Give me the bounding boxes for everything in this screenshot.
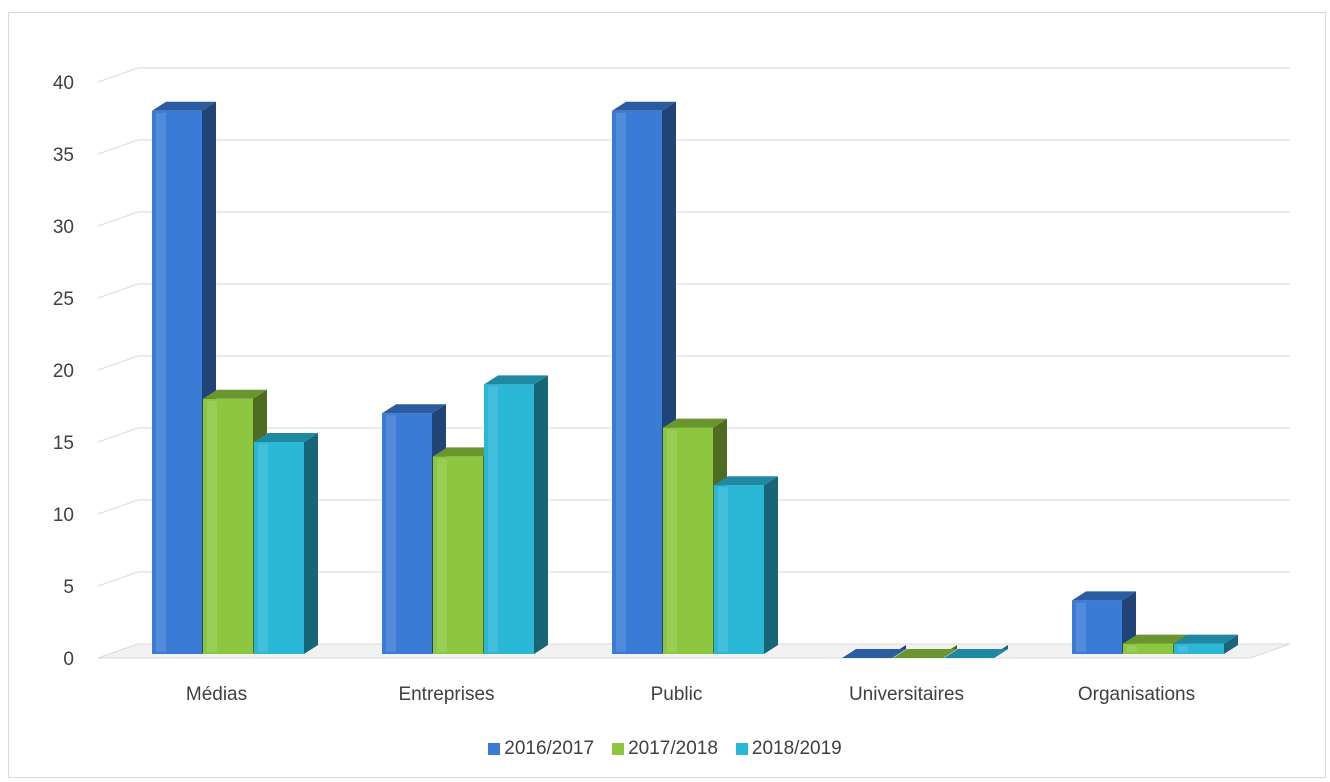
bar-highlight [207, 400, 217, 652]
legend-item: 2016/2017 [488, 738, 594, 760]
bar-top [203, 389, 267, 399]
bar-front [254, 442, 304, 654]
bar-3-2 [944, 645, 1008, 658]
bar-top [893, 649, 957, 658]
bar-highlight [616, 112, 626, 653]
bar-3-1 [893, 645, 957, 658]
bar-4-2 [1174, 634, 1238, 654]
bar-highlight [1178, 645, 1188, 652]
y-tick-label: 10 [53, 505, 74, 526]
bar-top [382, 404, 446, 414]
bar-1-2 [484, 375, 548, 654]
bar-highlight [386, 415, 396, 652]
gridline-side [97, 427, 139, 443]
y-tick-label: 20 [53, 361, 74, 382]
bar-0-2 [254, 433, 318, 654]
y-tick-label: 15 [53, 433, 74, 454]
gridline-side [97, 67, 139, 83]
bar-front [714, 485, 764, 654]
bar-top [484, 375, 548, 385]
x-tick-label: Entreprises [398, 684, 494, 705]
gridline-side [97, 571, 139, 587]
bar-2-2 [714, 476, 778, 654]
gridline-side [97, 139, 139, 155]
bar-side [534, 375, 548, 654]
bar-front [663, 427, 713, 654]
bar-front [484, 384, 534, 654]
bar-highlight [258, 444, 268, 652]
bar-top [714, 476, 778, 486]
bar-top [1072, 591, 1136, 601]
bar-top [842, 649, 906, 658]
bar-front [612, 110, 662, 655]
legend-label: 2018/2019 [751, 738, 842, 759]
bar-front [1072, 600, 1122, 654]
gridline-side [97, 283, 139, 299]
gridline-side [97, 211, 139, 227]
y-tick-label: 5 [63, 577, 74, 598]
bar-top [1174, 634, 1238, 644]
gridline-side [97, 355, 139, 371]
y-tick-label: 30 [53, 217, 74, 238]
bar-highlight [1127, 645, 1137, 652]
legend-swatch [488, 743, 501, 755]
bar-front [382, 413, 432, 654]
gridline-side [97, 499, 139, 515]
bar-front [152, 110, 202, 655]
bar-top [254, 433, 318, 442]
bar-3-0 [842, 645, 906, 658]
y-tick-label: 25 [53, 289, 74, 310]
bar-highlight [488, 386, 498, 652]
legend-label: 2016/2017 [504, 738, 595, 759]
bar-side [764, 476, 778, 654]
x-tick-label: Public [651, 684, 703, 705]
legend: 2016/2017 2017/2018 2018/2019 [0, 738, 1330, 760]
legend-label: 2017/2018 [628, 738, 718, 759]
x-tick-label: Organisations [1078, 684, 1195, 705]
x-tick-label: Médias [186, 684, 247, 705]
bar-front [433, 456, 483, 654]
bar-top [612, 101, 676, 111]
bar-highlight [1076, 602, 1086, 652]
bar-highlight [718, 487, 728, 652]
bar-side [1224, 634, 1238, 654]
bar-top [944, 649, 1008, 658]
bar-front [1174, 643, 1224, 654]
legend-item: 2018/2019 [735, 738, 842, 760]
legend-swatch [612, 743, 625, 755]
bar-top [663, 418, 727, 428]
legend-item: 2017/2018 [612, 738, 718, 760]
bar-highlight [437, 458, 447, 652]
legend-swatch [735, 743, 748, 755]
x-tick-label: Universitaires [849, 684, 964, 705]
bar-top [433, 447, 497, 457]
y-tick-label: 40 [53, 73, 74, 94]
bar-front [1123, 643, 1173, 654]
y-tick-label: 0 [63, 649, 74, 670]
bar-highlight [156, 112, 166, 653]
bar-top [1123, 634, 1187, 644]
bar-top [152, 101, 216, 111]
bar-highlight [667, 429, 677, 652]
bar-front [203, 398, 253, 654]
y-tick-label: 35 [53, 145, 74, 166]
bar-side [304, 433, 318, 654]
